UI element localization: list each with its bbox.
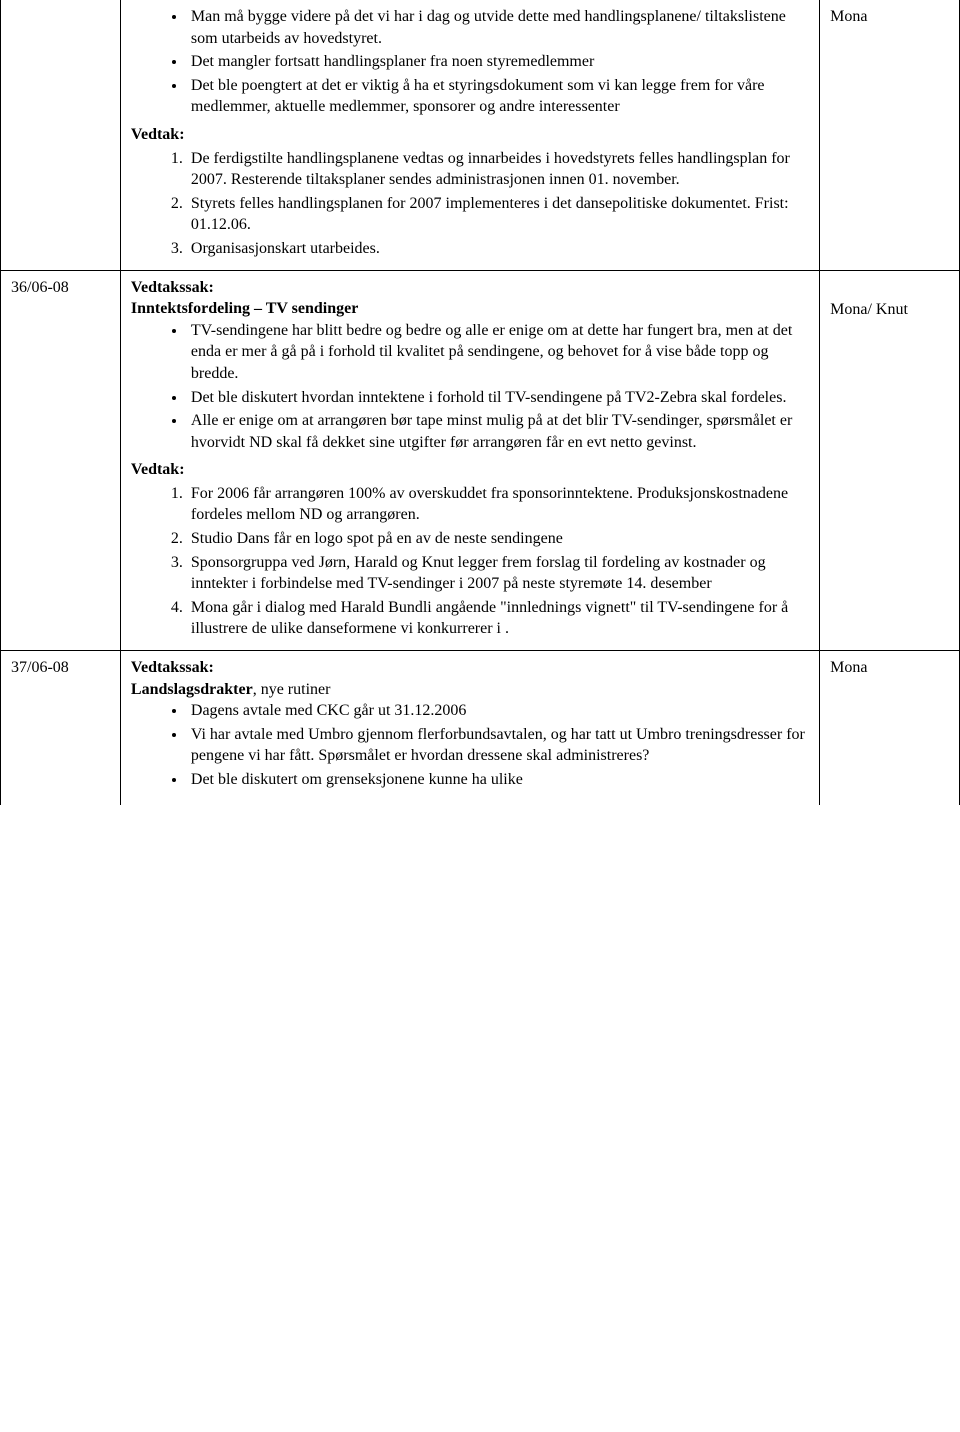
row2-body-cell: Vedtakssak: Inntektsfordeling – TV sendi… <box>120 270 819 651</box>
row2-owner-cell: Mona/ Knut <box>820 270 960 651</box>
row1-bullets: Man må bygge videre på det vi har i dag … <box>131 6 809 118</box>
vedtak-label: Vedtak: <box>131 124 809 146</box>
row2-numbered: For 2006 får arrangøren 100% av overskud… <box>131 483 809 640</box>
vedtak-label: Vedtak: <box>131 459 809 481</box>
bullet-item: Vi har avtale med Umbro gjennom flerforb… <box>187 724 809 767</box>
bullet-item: Dagens avtale med CKC går ut 31.12.2006 <box>187 700 809 722</box>
numbered-item: Styrets felles handlingsplanen for 2007 … <box>187 193 809 236</box>
row2-bullets: TV-sendingene har blitt bedre og bedre o… <box>131 320 809 454</box>
numbered-item: For 2006 får arrangøren 100% av overskud… <box>187 483 809 526</box>
bullet-item: Det ble poengtert at det er viktig å ha … <box>187 75 809 118</box>
row1-numbered: De ferdigstilte handlingsplanene vedtas … <box>131 148 809 260</box>
row2-owner-text: Mona/ Knut <box>830 301 908 318</box>
row1-body-cell: Man må bygge videre på det vi har i dag … <box>120 0 819 270</box>
row3-heading-bold: Landslagsdrakter <box>131 681 253 698</box>
numbered-item: Mona går i dialog med Harald Bundli angå… <box>187 597 809 640</box>
row3-heading: Landslagsdrakter, nye rutiner <box>131 679 809 701</box>
row3-heading-rest: , nye rutiner <box>253 681 331 698</box>
bullet-item: Man må bygge videre på det vi har i dag … <box>187 6 809 49</box>
document-table: Man må bygge videre på det vi har i dag … <box>0 0 960 805</box>
row3-bullets: Dagens avtale med CKC går ut 31.12.2006 … <box>131 700 809 790</box>
row3-owner-cell: Mona <box>820 651 960 805</box>
numbered-item: Sponsorgruppa ved Jørn, Harald og Knut l… <box>187 552 809 595</box>
row1-owner-cell: Mona <box>820 0 960 270</box>
bullet-item: Det ble diskutert om grenseksjonene kunn… <box>187 769 809 791</box>
bullet-item: Det mangler fortsatt handlingsplaner fra… <box>187 51 809 73</box>
numbered-item: Organisasjonskart utarbeides. <box>187 238 809 260</box>
vedtakssak-label: Vedtakssak: <box>131 277 809 299</box>
vedtakssak-label: Vedtakssak: <box>131 657 809 679</box>
row2-heading: Inntektsfordeling – TV sendinger <box>131 298 809 320</box>
row3-body-cell: Vedtakssak: Landslagsdrakter, nye rutine… <box>120 651 819 805</box>
row3-id-cell: 37/06-08 <box>1 651 121 805</box>
row1-id-cell <box>1 0 121 270</box>
bullet-item: TV-sendingene har blitt bedre og bedre o… <box>187 320 809 385</box>
numbered-item: De ferdigstilte handlingsplanene vedtas … <box>187 148 809 191</box>
bullet-item: Alle er enige om at arrangøren bør tape … <box>187 410 809 453</box>
bullet-item: Det ble diskutert hvordan inntektene i f… <box>187 387 809 409</box>
numbered-item: Studio Dans får en logo spot på en av de… <box>187 528 809 550</box>
row2-id-cell: 36/06-08 <box>1 270 121 651</box>
